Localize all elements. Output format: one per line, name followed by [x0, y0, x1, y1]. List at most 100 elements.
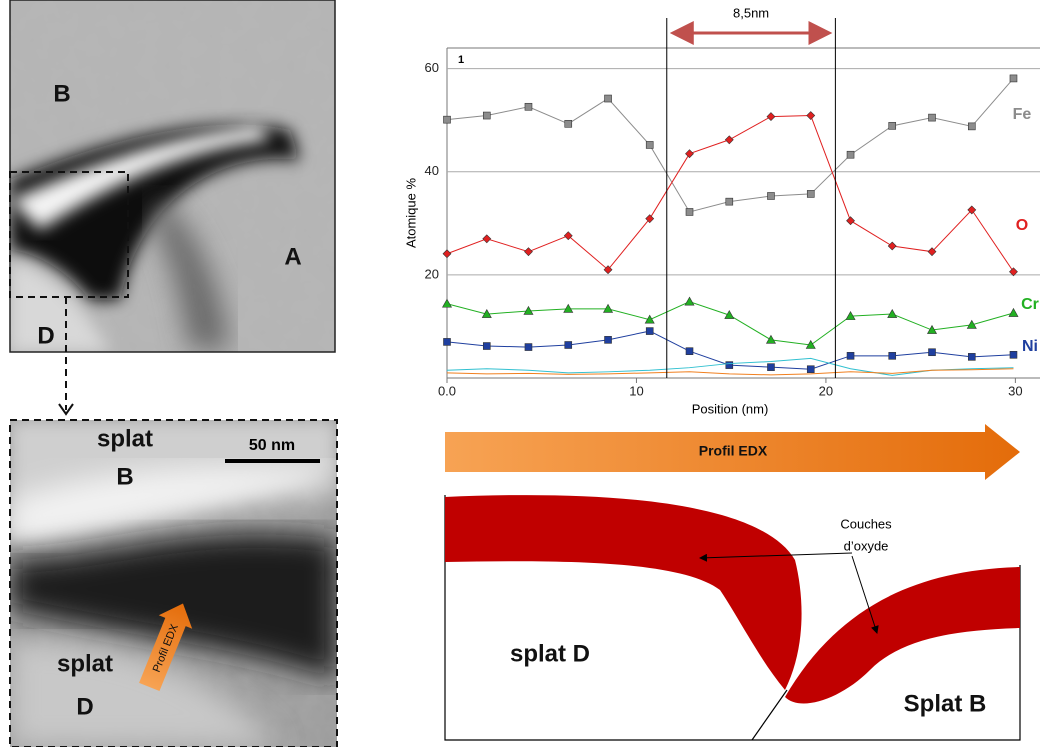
- oxide-label: Couches: [840, 516, 892, 531]
- profile-arrow: [445, 424, 1020, 480]
- point: [806, 111, 816, 120]
- point: [805, 339, 816, 349]
- point: [846, 352, 855, 360]
- point: [564, 119, 573, 128]
- point: [482, 234, 492, 244]
- point: [645, 327, 654, 335]
- splat-label: splat: [57, 650, 113, 677]
- x-tick-label: 30: [1008, 383, 1022, 398]
- point: [603, 265, 613, 275]
- x-tick-label: 20: [819, 383, 833, 398]
- point: [928, 113, 936, 122]
- point: [725, 361, 734, 369]
- point: [604, 336, 612, 344]
- point: [442, 249, 452, 259]
- point: [966, 319, 977, 329]
- point: [645, 141, 654, 149]
- point: [765, 334, 776, 344]
- profile-arrow-label: Profil EDX: [699, 443, 768, 459]
- point: [564, 341, 573, 349]
- zoom-box: [9, 171, 129, 298]
- point: [806, 190, 815, 198]
- series-label: Ni: [1022, 338, 1038, 355]
- point: [1009, 74, 1018, 83]
- point: [927, 247, 937, 257]
- series-line: [446, 301, 1014, 346]
- point: [845, 311, 856, 320]
- region-label: B: [53, 80, 70, 107]
- point: [887, 241, 897, 251]
- point: [846, 216, 855, 226]
- point: [766, 112, 776, 122]
- region-label: A: [284, 243, 301, 270]
- point: [1009, 267, 1018, 277]
- splat-label: Splat B: [904, 690, 987, 717]
- scale-bar-label: 50 nm: [249, 437, 295, 454]
- point: [767, 192, 775, 200]
- point: [644, 314, 655, 324]
- x-tick-label: 0.0: [438, 383, 456, 398]
- zoom-frame: [9, 419, 338, 747]
- point: [482, 111, 491, 120]
- splat-label: B: [116, 463, 133, 490]
- splat-label: D: [76, 693, 93, 720]
- point: [1009, 350, 1018, 359]
- y-tick-label: 40: [425, 163, 439, 178]
- point: [888, 122, 897, 130]
- point: [524, 102, 533, 111]
- panel-label: 1: [458, 54, 464, 66]
- micrograph-overview: [10, 0, 335, 352]
- y-axis-title: Atomique %: [403, 178, 418, 249]
- series-line: [446, 357, 1014, 376]
- point: [724, 135, 734, 145]
- point: [645, 214, 655, 224]
- region-label: D: [37, 322, 54, 349]
- schematic: [444, 495, 1021, 741]
- splat-label: splat D: [510, 640, 590, 667]
- point: [685, 347, 694, 355]
- point: [967, 122, 976, 131]
- x-tick-label: 10: [629, 383, 643, 398]
- y-tick-label: 20: [425, 266, 439, 281]
- point: [603, 303, 614, 313]
- point: [1008, 307, 1019, 317]
- annotation-label: 8,5nm: [733, 5, 769, 20]
- point: [443, 115, 451, 124]
- point: [846, 150, 855, 159]
- point: [725, 197, 734, 206]
- point: [685, 208, 694, 216]
- zoom-connector-head: [58, 403, 74, 416]
- series-label: Cr: [1021, 296, 1039, 313]
- point: [563, 303, 574, 313]
- point: [441, 298, 453, 308]
- point: [967, 353, 976, 361]
- series-line: [446, 78, 1014, 213]
- point: [524, 343, 533, 351]
- point: [967, 205, 977, 215]
- y-tick-label: 60: [425, 60, 439, 75]
- scale-bar: [225, 459, 320, 463]
- point: [926, 324, 938, 334]
- x-axis-title: Position (nm): [692, 401, 769, 416]
- point: [806, 365, 815, 374]
- series-label: O: [1016, 217, 1028, 234]
- point: [684, 296, 695, 306]
- point: [523, 305, 534, 315]
- point: [524, 247, 533, 257]
- point: [685, 149, 694, 159]
- oxide-label: d’oxyde: [844, 538, 889, 553]
- point: [928, 348, 936, 357]
- micrograph-zoom: [10, 420, 337, 747]
- series-label: Fe: [1013, 106, 1032, 123]
- point: [724, 309, 735, 319]
- point: [563, 231, 573, 241]
- point: [604, 94, 612, 103]
- series-line: [446, 368, 1014, 376]
- point: [443, 338, 451, 346]
- point: [888, 352, 897, 360]
- point: [481, 308, 492, 318]
- point: [887, 308, 898, 318]
- splat-label: splat: [97, 425, 153, 452]
- point: [482, 342, 491, 350]
